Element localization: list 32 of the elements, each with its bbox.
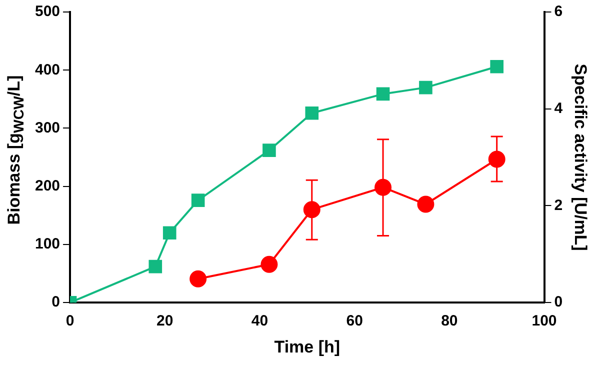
x-tick-label: 60 (346, 312, 363, 330)
y-tick-label: 0 (52, 294, 60, 311)
y2-tick-label: 4 (554, 100, 564, 118)
y-tick-label: 400 (34, 61, 60, 78)
point (488, 150, 506, 168)
point (262, 144, 276, 157)
x-tick-label: 100 (532, 312, 557, 330)
point (148, 260, 162, 274)
y-tick-label: 100 (34, 236, 60, 253)
y-tick-label: 500 (34, 3, 60, 20)
point (303, 201, 320, 218)
y-tick-label: 300 (34, 119, 60, 136)
point (417, 196, 434, 213)
point (376, 87, 390, 101)
point (305, 106, 319, 120)
point (490, 60, 504, 74)
point (191, 194, 205, 207)
point (162, 226, 176, 240)
y2-axis-title: Specific activity [U/mL] (571, 64, 590, 251)
x-tick-label: 80 (441, 312, 458, 330)
point (419, 80, 432, 94)
y-tick-label: 200 (34, 178, 60, 194)
x-tick-label: 0 (66, 312, 74, 330)
point (374, 178, 392, 196)
y2-tick-label: 0 (554, 294, 563, 311)
point (190, 270, 207, 288)
x-tick-label: 20 (156, 312, 174, 330)
y2-tick-label: 6 (554, 3, 563, 20)
x-tick-label: 40 (251, 312, 268, 330)
y2-tick-label: 2 (554, 196, 563, 214)
x-axis-title: Time [h] (274, 337, 340, 356)
point (260, 256, 278, 273)
